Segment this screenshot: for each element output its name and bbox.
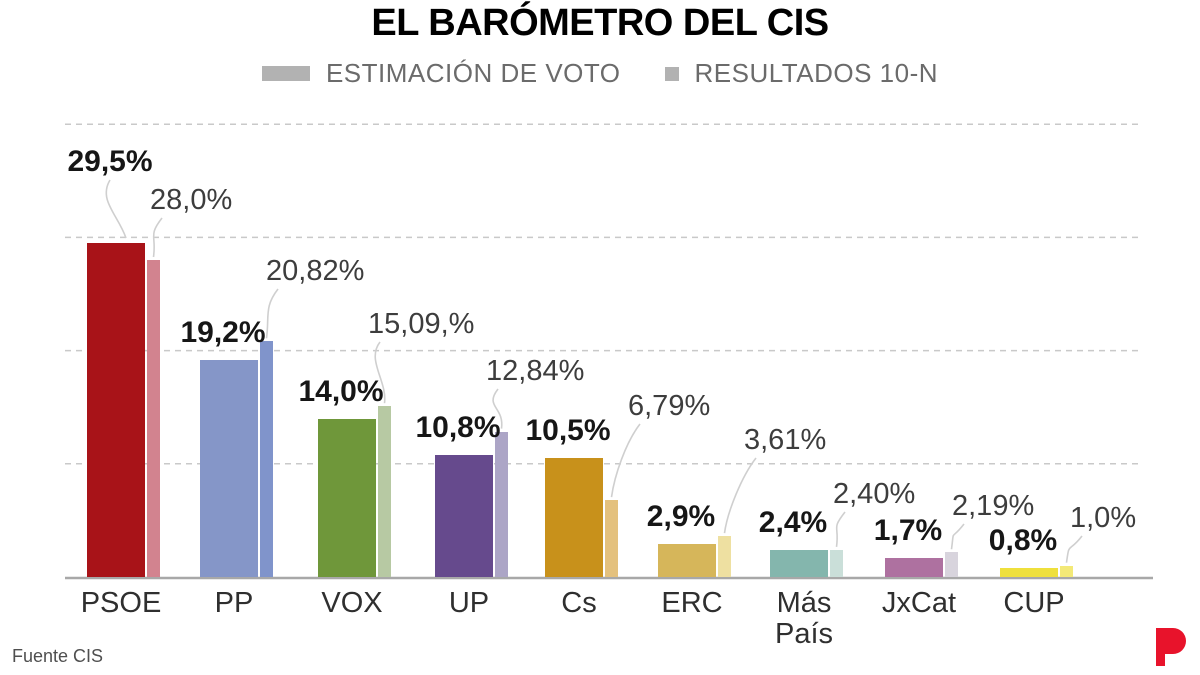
bar-estimacion-JxCat bbox=[885, 557, 943, 577]
bar-resultados-PSOE bbox=[147, 260, 160, 577]
bar-estimacion-CUP bbox=[1000, 567, 1058, 577]
value-label-resultados-CUP: 1,0% bbox=[1070, 502, 1137, 534]
bar-estimacion-PP bbox=[200, 359, 258, 577]
axis-label-UP: UP bbox=[448, 587, 490, 619]
axis-label-PP: PP bbox=[214, 587, 254, 619]
bar-estimacion-UP bbox=[435, 454, 493, 577]
bar-resultados-UP bbox=[495, 431, 508, 577]
axis-label-JxCat: JxCat bbox=[881, 587, 957, 619]
legend-label-resultados: RESULTADOS 10-N bbox=[694, 58, 939, 88]
legend-item-resultados: RESULTADOS 10-N bbox=[664, 58, 939, 89]
bar-resultados-JxCat bbox=[945, 552, 958, 577]
publisher-logo-p-icon bbox=[1156, 628, 1186, 666]
source-credit: Fuente CIS bbox=[12, 646, 104, 666]
bar-resultados-PP bbox=[260, 341, 273, 577]
bar-resultados-Más País bbox=[830, 549, 843, 577]
bar-resultados-Cs bbox=[605, 500, 618, 577]
value-label-resultados-JxCat: 2,19% bbox=[952, 490, 1035, 522]
axis-label-Cs: Cs bbox=[561, 587, 597, 619]
value-label-estimacion-PSOE: 29,5% bbox=[67, 145, 153, 178]
value-label-estimacion-ERC: 2,9% bbox=[646, 500, 716, 534]
value-label-estimacion-CUP: 0,8% bbox=[988, 523, 1058, 557]
value-label-estimacion-JxCat: 1,7% bbox=[873, 513, 943, 547]
legend-swatch-estimacion bbox=[261, 66, 310, 81]
bar-resultados-ERC bbox=[718, 536, 731, 577]
axis-label-PSOE: PSOE bbox=[80, 587, 162, 619]
bar-estimacion-Más País bbox=[770, 549, 828, 577]
value-label-estimacion-Cs: 10,5% bbox=[525, 414, 611, 448]
bar-resultados-CUP bbox=[1060, 565, 1073, 577]
axis-label-Más País: Más País bbox=[774, 587, 834, 651]
legend-label-estimacion: ESTIMACIÓN DE VOTO bbox=[325, 58, 621, 88]
value-label-resultados-UP: 12,84% bbox=[486, 355, 585, 387]
legend-swatch-resultados bbox=[664, 66, 679, 81]
axis-label-ERC: ERC bbox=[661, 587, 723, 619]
value-label-resultados-VOX: 15,09,% bbox=[368, 308, 475, 340]
value-label-estimacion-VOX: 14,0% bbox=[298, 374, 384, 408]
axis-label-VOX: VOX bbox=[321, 587, 383, 619]
value-label-estimacion-Más País: 2,4% bbox=[758, 505, 828, 539]
legend: ESTIMACIÓN DE VOTO RESULTADOS 10-N bbox=[0, 58, 1200, 89]
value-label-resultados-PP: 20,82% bbox=[266, 255, 365, 287]
value-label-resultados-Cs: 6,79% bbox=[628, 390, 711, 422]
value-label-resultados-ERC: 3,61% bbox=[744, 424, 827, 456]
chart-title: EL BARÓMETRO DEL CIS bbox=[371, 2, 829, 44]
bar-estimacion-ERC bbox=[658, 544, 716, 577]
bar-resultados-VOX bbox=[378, 406, 391, 577]
value-label-estimacion-PP: 19,2% bbox=[180, 315, 266, 349]
value-label-resultados-Más País: 2,40% bbox=[833, 478, 916, 510]
value-label-estimacion-UP: 10,8% bbox=[415, 410, 501, 444]
bar-estimacion-PSOE bbox=[87, 243, 145, 577]
bar-estimacion-Cs bbox=[545, 458, 603, 577]
legend-item-estimacion: ESTIMACIÓN DE VOTO bbox=[261, 58, 621, 89]
bar-estimacion-VOX bbox=[318, 418, 376, 577]
value-label-resultados-PSOE: 28,0% bbox=[150, 184, 233, 216]
axis-label-CUP: CUP bbox=[1003, 587, 1065, 619]
